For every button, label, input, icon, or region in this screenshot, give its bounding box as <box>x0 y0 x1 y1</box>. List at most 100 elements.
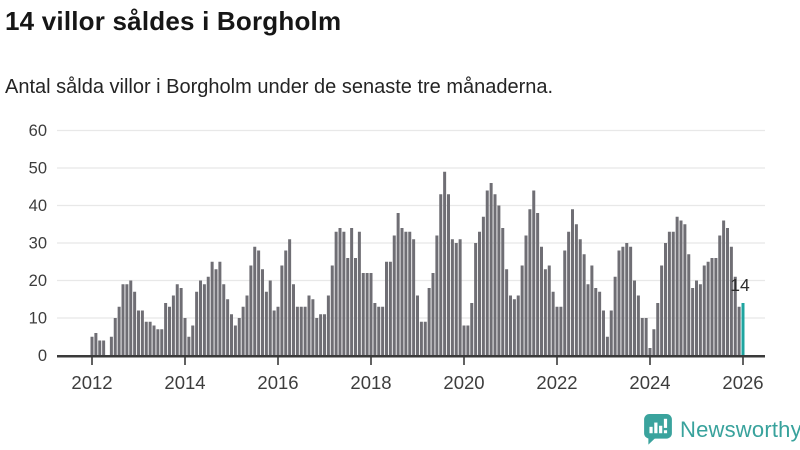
bar <box>357 231 361 356</box>
bar <box>175 284 179 356</box>
bar <box>416 295 419 356</box>
bar <box>667 231 671 356</box>
bar <box>164 303 168 356</box>
bar <box>582 254 586 356</box>
bar <box>129 280 133 356</box>
bar <box>292 284 295 356</box>
bar <box>454 243 458 356</box>
bar <box>447 194 450 356</box>
bar <box>605 336 609 356</box>
bar <box>109 336 113 356</box>
bar <box>230 314 233 356</box>
bar <box>168 306 171 356</box>
bar <box>148 321 152 356</box>
bar <box>551 291 555 356</box>
x-axis-label: 2014 <box>164 372 205 393</box>
bar <box>295 306 299 356</box>
bar <box>516 295 520 356</box>
bar <box>117 306 121 356</box>
bar <box>214 269 218 356</box>
bar <box>648 348 652 356</box>
bar <box>567 231 571 356</box>
bar <box>94 333 98 356</box>
bar <box>636 295 640 356</box>
bar <box>671 231 675 356</box>
bar <box>369 273 373 356</box>
x-axis-label: 2012 <box>71 372 112 393</box>
bar <box>373 303 377 356</box>
bar <box>547 265 551 356</box>
bar <box>144 321 148 356</box>
bar <box>528 209 532 356</box>
bar <box>501 228 505 356</box>
bar <box>423 321 427 356</box>
x-axis-label: 2026 <box>722 372 763 393</box>
bar <box>226 299 230 356</box>
bar <box>233 325 237 356</box>
bar <box>299 306 303 356</box>
bar <box>435 235 439 356</box>
newsworthy-logo[interactable]: Newsworthy <box>644 414 800 445</box>
bar <box>543 269 547 356</box>
bar <box>617 250 621 356</box>
bar <box>462 325 466 356</box>
bar <box>241 306 245 356</box>
bar <box>571 209 574 356</box>
bar <box>125 284 129 356</box>
bar <box>400 228 404 356</box>
bar <box>660 265 664 356</box>
bar <box>687 254 691 356</box>
bar <box>307 295 311 356</box>
bar <box>323 314 326 356</box>
bar <box>621 246 625 356</box>
bar <box>695 280 698 356</box>
y-axis-label: 50 <box>29 160 47 178</box>
bar <box>350 228 354 356</box>
bar <box>540 246 543 356</box>
bar <box>664 243 667 356</box>
bar <box>563 250 567 356</box>
bar <box>691 288 695 356</box>
bar <box>338 228 342 356</box>
bar <box>237 318 241 356</box>
bar <box>710 258 714 356</box>
bar <box>183 318 187 356</box>
bar <box>450 239 454 356</box>
bar <box>590 265 594 356</box>
y-axis-label: 40 <box>29 197 47 215</box>
bar <box>524 235 528 356</box>
bar <box>532 190 536 356</box>
bar <box>319 314 323 356</box>
bar <box>280 265 284 356</box>
x-axis-label: 2016 <box>257 372 298 393</box>
bar <box>171 295 175 356</box>
bar <box>121 284 125 356</box>
chart-subtitle: Antal sålda villor i Borgholm under de s… <box>5 76 554 98</box>
bar <box>478 231 481 356</box>
bar <box>199 280 202 356</box>
bar <box>485 190 489 356</box>
bar <box>191 325 195 356</box>
bar <box>346 258 350 356</box>
y-axis-label: 0 <box>38 347 47 365</box>
bar <box>520 265 524 356</box>
bar <box>718 235 722 356</box>
bar <box>574 224 578 356</box>
bar <box>113 318 117 356</box>
bar <box>342 231 346 356</box>
bar <box>733 276 737 356</box>
bar <box>602 310 605 356</box>
bar <box>656 303 660 356</box>
bar <box>253 246 257 356</box>
bar <box>404 231 408 356</box>
bar <box>140 310 144 356</box>
bar <box>470 303 474 356</box>
bar <box>365 273 369 356</box>
bar <box>102 340 106 356</box>
y-axis-label: 20 <box>29 272 47 290</box>
bar <box>377 306 381 356</box>
bar <box>152 325 156 356</box>
current-value-label: 14 <box>730 275 750 295</box>
bar <box>408 231 412 356</box>
